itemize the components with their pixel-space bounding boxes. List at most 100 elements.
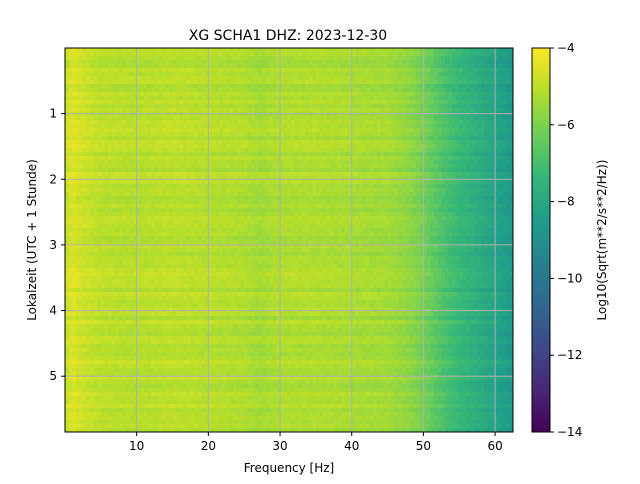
heatmap-cell [305, 136, 310, 141]
heatmap-cell [186, 48, 192, 53]
heatmap-cell [448, 160, 453, 165]
heatmap-cell [473, 156, 478, 161]
heatmap-cell [444, 124, 450, 129]
heatmap-cell [430, 56, 435, 61]
heatmap-cell [412, 156, 417, 161]
heatmap-cell [93, 152, 98, 157]
heatmap-cell [495, 68, 500, 73]
heatmap-cell [176, 52, 181, 57]
heatmap-cell [369, 180, 374, 185]
heatmap-cell [233, 152, 238, 157]
heatmap-cell [444, 116, 450, 121]
heatmap-cell [186, 120, 192, 125]
heatmap-cell [344, 48, 349, 53]
heatmap-cell [82, 64, 88, 69]
heatmap-cell [229, 64, 235, 69]
heatmap-cell [290, 112, 295, 117]
heatmap-cell [118, 180, 123, 185]
heatmap-cell [301, 48, 306, 53]
heatmap-cell [240, 128, 245, 133]
heatmap-cell [423, 56, 428, 61]
heatmap-cell [97, 76, 102, 81]
heatmap-cell [391, 88, 396, 93]
heatmap-cell [294, 92, 299, 97]
heatmap-cell [247, 48, 252, 53]
heatmap-cell [104, 64, 109, 69]
heatmap-cell [469, 120, 475, 125]
heatmap-cell [340, 200, 346, 205]
heatmap-cell [290, 116, 295, 121]
heatmap-cell [158, 204, 163, 209]
heatmap-cell [502, 152, 507, 157]
heatmap-cell [437, 136, 442, 141]
heatmap-cell [254, 180, 260, 185]
heatmap-cell [179, 188, 184, 193]
heatmap-cell [179, 60, 184, 65]
heatmap-cell [323, 56, 328, 61]
heatmap-cell [459, 128, 464, 133]
heatmap-cell [154, 52, 159, 57]
heatmap-cell [211, 52, 217, 57]
heatmap-cell [133, 100, 138, 105]
heatmap-cell [498, 84, 503, 89]
heatmap-cell [509, 108, 513, 113]
heatmap-cell [337, 160, 342, 165]
heatmap-cell [351, 88, 356, 93]
heatmap-cell [194, 144, 199, 149]
heatmap-cell [233, 200, 238, 205]
heatmap-cell [333, 160, 338, 165]
heatmap-cell [72, 176, 77, 181]
heatmap-cell [495, 148, 500, 153]
heatmap-cell [237, 156, 242, 161]
heatmap-cell [280, 160, 285, 165]
heatmap-cell [462, 168, 467, 173]
heatmap-cell [151, 48, 156, 53]
heatmap-cell [444, 52, 450, 57]
heatmap-cell [72, 48, 77, 53]
heatmap-cell [434, 148, 439, 153]
heatmap-cell [122, 172, 127, 177]
heatmap-cell [151, 60, 156, 65]
heatmap-cell [290, 192, 295, 197]
heatmap-cell [190, 136, 195, 141]
heatmap-cell [201, 204, 206, 209]
heatmap-cell [100, 132, 106, 137]
heatmap-cell [491, 204, 496, 209]
heatmap-cell [308, 136, 313, 141]
heatmap-cell [215, 108, 220, 113]
heatmap-cell [301, 120, 306, 125]
heatmap-cell [297, 104, 303, 109]
heatmap-cell [358, 64, 364, 69]
heatmap-cell [301, 172, 306, 177]
heatmap-cell [68, 120, 73, 125]
heatmap-cell [262, 184, 267, 189]
heatmap-cell [484, 200, 489, 205]
heatmap-cell [308, 72, 313, 77]
heatmap-cell [283, 52, 288, 57]
heatmap-cell [129, 128, 134, 133]
heatmap-cell [290, 144, 295, 149]
heatmap-cell [401, 100, 407, 105]
heatmap-cell [430, 196, 435, 201]
heatmap-cell [369, 72, 374, 77]
heatmap-cell [272, 56, 278, 61]
heatmap-cell [133, 108, 138, 113]
heatmap-cell [222, 116, 227, 121]
heatmap-cell [394, 80, 399, 85]
heatmap-cell [348, 200, 353, 205]
heatmap-cell [509, 52, 513, 57]
heatmap-cell [226, 164, 231, 169]
heatmap-cell [391, 52, 396, 57]
heatmap-cell [172, 108, 177, 113]
heatmap-cell [79, 80, 84, 85]
heatmap-cell [219, 164, 224, 169]
heatmap-cell [351, 136, 356, 141]
heatmap-cell [194, 168, 199, 173]
heatmap-cell [308, 120, 313, 125]
heatmap-cell [269, 160, 274, 165]
heatmap-cell [469, 72, 475, 77]
heatmap-cell [215, 92, 220, 97]
heatmap-cell [201, 112, 206, 117]
heatmap-cell [312, 96, 317, 101]
heatmap-cell [129, 164, 134, 169]
